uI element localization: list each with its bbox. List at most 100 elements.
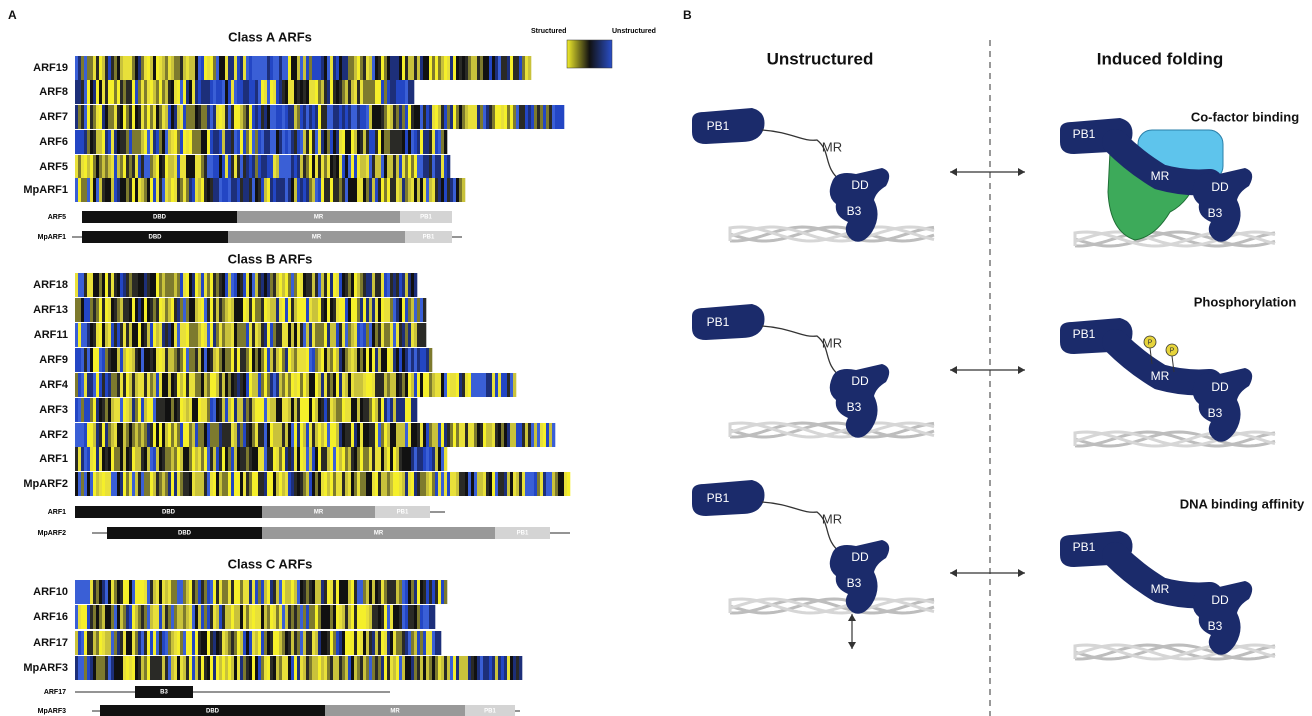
heatmap-cell xyxy=(312,472,315,496)
heatmap-cell xyxy=(93,472,96,496)
heatmap-cell xyxy=(363,178,366,202)
heatmap-cell xyxy=(306,656,309,680)
heatmap-cell xyxy=(426,447,429,471)
heatmap-cell xyxy=(105,348,108,372)
heatmap-cell xyxy=(480,472,483,496)
heatmap-cell xyxy=(201,348,204,372)
heatmap-cell xyxy=(105,605,108,629)
heatmap-cell xyxy=(225,178,228,202)
heatmap-cell xyxy=(357,423,360,447)
heatmap-cell xyxy=(153,605,156,629)
heatmap-cell xyxy=(504,423,507,447)
heatmap-cell xyxy=(192,105,195,129)
heatmap-cell xyxy=(108,298,111,322)
heatmap-cell xyxy=(291,155,294,179)
domain-label: MR xyxy=(1151,582,1170,596)
row-label: ARF2 xyxy=(39,429,68,441)
heatmap-cell xyxy=(333,348,336,372)
heatmap-cell xyxy=(183,605,186,629)
heatmap-cell xyxy=(249,178,252,202)
heatmap-cell xyxy=(177,80,180,104)
heatmap-cell xyxy=(561,105,564,129)
heatmap-cell xyxy=(114,273,117,297)
heatmap-cell xyxy=(417,472,420,496)
dna-helix xyxy=(1075,432,1275,446)
heatmap-cell xyxy=(213,447,216,471)
heatmap-cell xyxy=(126,56,129,80)
heatmap-cell xyxy=(108,398,111,422)
heatmap-cell xyxy=(225,373,228,397)
heatmap-cell xyxy=(159,105,162,129)
heatmap-cell xyxy=(204,373,207,397)
heatmap-cell xyxy=(237,80,240,104)
heatmap-cell xyxy=(261,298,264,322)
heatmap-cell xyxy=(144,56,147,80)
heatmap-cell xyxy=(231,472,234,496)
heatmap-cell xyxy=(126,348,129,372)
heatmap-cell xyxy=(468,423,471,447)
heatmap-cell xyxy=(372,631,375,655)
heatmap-cell xyxy=(375,605,378,629)
heatmap-cell xyxy=(195,373,198,397)
heatmap-cell xyxy=(324,178,327,202)
heatmap-cell xyxy=(123,105,126,129)
heatmap-cell xyxy=(525,472,528,496)
heatmap-cell xyxy=(102,423,105,447)
heatmap-cell xyxy=(120,423,123,447)
heatmap-cell xyxy=(99,273,102,297)
heatmap-cell xyxy=(93,105,96,129)
heatmap-cell xyxy=(279,580,282,604)
heatmap-cell xyxy=(84,348,87,372)
heatmap-cell xyxy=(135,56,138,80)
heatmap-cell xyxy=(78,178,81,202)
heatmap-cell xyxy=(225,80,228,104)
heatmap-cell xyxy=(207,605,210,629)
heatmap-cell xyxy=(147,656,150,680)
heatmap-cell xyxy=(483,656,486,680)
heatmap-cell xyxy=(384,178,387,202)
heatmap-cell xyxy=(150,178,153,202)
heatmap-cell xyxy=(135,631,138,655)
heatmap-cell xyxy=(408,323,411,347)
heatmap-cell xyxy=(351,298,354,322)
heatmap-cell xyxy=(123,80,126,104)
heatmap-cell xyxy=(240,105,243,129)
heatmap-cell xyxy=(99,423,102,447)
heatmap-cell xyxy=(531,472,534,496)
heatmap-cell xyxy=(84,178,87,202)
heatmap-cell xyxy=(327,580,330,604)
heatmap-cell xyxy=(246,447,249,471)
heatmap-cell xyxy=(432,373,435,397)
heatmap-cell xyxy=(330,323,333,347)
heatmap-cell xyxy=(87,178,90,202)
heatmap-cell xyxy=(228,130,231,154)
heatmap-cell xyxy=(225,56,228,80)
heatmap-cell xyxy=(351,273,354,297)
heatmap-cell xyxy=(366,373,369,397)
heatmap-cell xyxy=(438,580,441,604)
heatmap-cell xyxy=(276,605,279,629)
heatmap-cell xyxy=(174,348,177,372)
heatmap-cell xyxy=(387,348,390,372)
heatmap-cell xyxy=(168,631,171,655)
heatmap-cell xyxy=(390,298,393,322)
heatmap-cell xyxy=(339,472,342,496)
heatmap-cell xyxy=(252,155,255,179)
heatmap-cell xyxy=(297,178,300,202)
heatmap-cell xyxy=(174,605,177,629)
row-label: ARF10 xyxy=(33,586,68,598)
heatmap-cell xyxy=(249,130,252,154)
heatmap-cell xyxy=(207,348,210,372)
heatmap-cell xyxy=(249,631,252,655)
heatmap-cell xyxy=(300,472,303,496)
heatmap-cell xyxy=(135,472,138,496)
heatmap-cell xyxy=(321,423,324,447)
heatmap-cell xyxy=(351,472,354,496)
heatmap-cell xyxy=(105,423,108,447)
heatmap-cell xyxy=(261,580,264,604)
heatmap-cell xyxy=(159,580,162,604)
heatmap-cell xyxy=(216,398,219,422)
heatmap-cell xyxy=(387,323,390,347)
heatmap-cell xyxy=(225,273,228,297)
heatmap-cell xyxy=(147,155,150,179)
